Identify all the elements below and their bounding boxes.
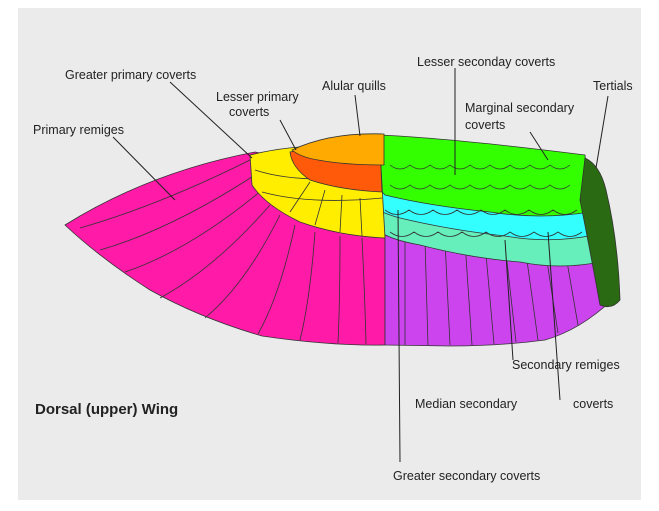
label: Lesser primary [216,90,299,104]
label: Primary remiges [33,123,124,137]
label: Greater secondary coverts [393,469,540,483]
label: coverts [229,105,269,119]
title: Dorsal (upper) Wing [35,401,178,418]
label: Tertials [593,79,633,93]
label: Secondary remiges [512,358,620,372]
label: Median secondary [415,397,518,411]
label: Lesser seconday coverts [417,55,555,69]
label: Marginal secondary [465,101,575,115]
label: Alular quills [322,79,386,93]
label: Greater primary coverts [65,68,196,82]
label: coverts [465,118,505,132]
page: {"title": "Dorsal (upper) Wing", "labels… [0,0,659,511]
label: coverts [573,397,613,411]
diagram: Greater primary coverts Lesser primary c… [0,0,659,511]
